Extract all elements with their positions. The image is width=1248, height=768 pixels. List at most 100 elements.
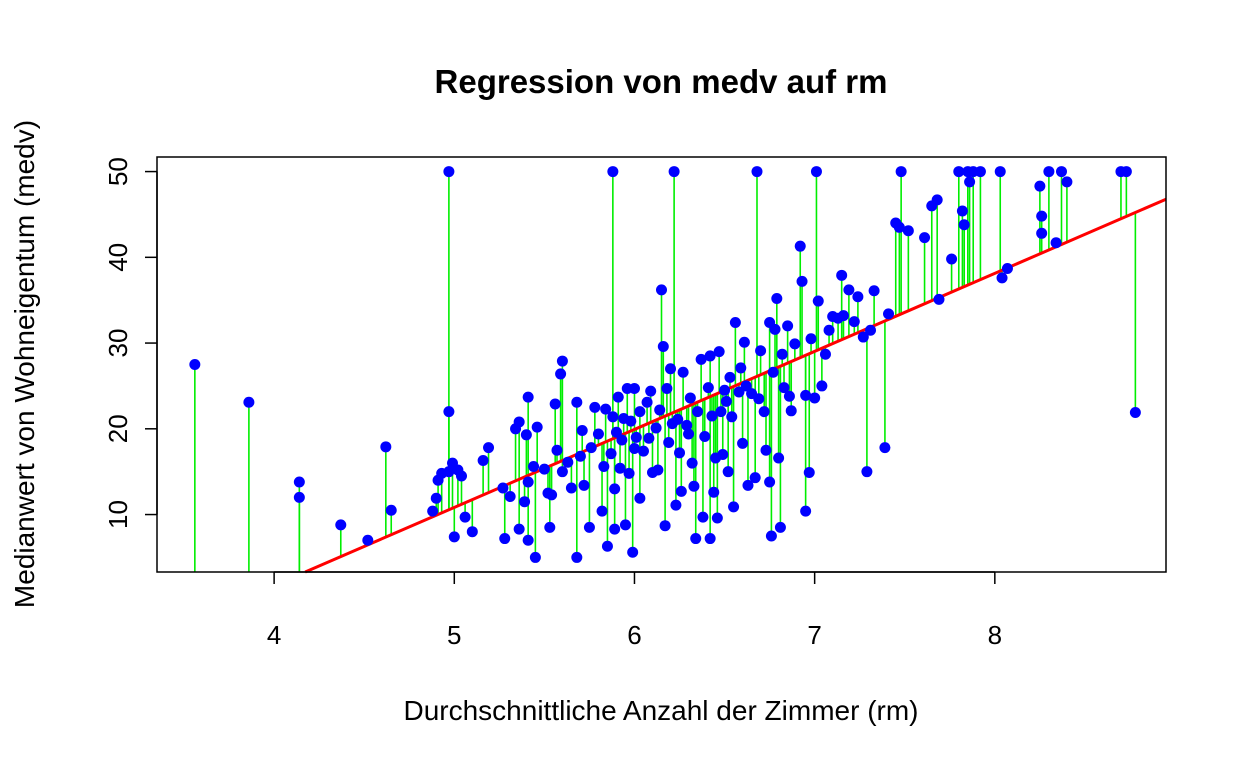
data-point-118 [711, 512, 723, 524]
data-point-200 [1034, 180, 1046, 192]
data-point-191 [956, 205, 968, 217]
data-point-155 [789, 338, 801, 350]
data-point-20 [466, 526, 478, 538]
data-point-63 [607, 411, 619, 423]
data-point-126 [726, 411, 738, 423]
data-point-83 [643, 432, 655, 444]
data-point-45 [556, 466, 568, 478]
data-point-93 [663, 437, 675, 449]
data-point-108 [692, 406, 704, 418]
data-point-61 [605, 448, 617, 460]
data-point-13 [443, 406, 455, 418]
data-point-1 [243, 396, 255, 408]
data-point-194 [964, 176, 976, 188]
data-point-177 [865, 324, 877, 336]
data-point-21 [477, 455, 489, 467]
y-tick-label-20: 20 [103, 414, 133, 443]
data-point-24 [499, 533, 511, 545]
data-point-173 [848, 316, 860, 328]
data-point-104 [684, 392, 696, 404]
data-point-56 [592, 428, 604, 440]
x-tick-label-7: 7 [807, 620, 821, 650]
data-point-16 [448, 531, 460, 543]
data-point-29 [519, 496, 531, 508]
data-point-152 [782, 320, 794, 332]
data-point-77 [628, 383, 640, 395]
data-point-165 [816, 380, 828, 392]
data-point-78 [630, 431, 642, 443]
data-point-132 [738, 336, 750, 348]
data-point-82 [641, 396, 653, 408]
y-tick-label-40: 40 [103, 243, 133, 272]
data-point-170 [836, 269, 848, 281]
data-point-81 [637, 445, 649, 457]
data-point-33 [522, 534, 534, 546]
data-point-137 [751, 166, 763, 178]
y-tick-label-30: 30 [103, 329, 133, 358]
chart-title: Regression von medv auf rm [435, 63, 888, 100]
data-point-189 [946, 253, 958, 265]
data-point-88 [654, 404, 666, 416]
data-point-5 [362, 534, 374, 546]
data-point-105 [686, 457, 698, 469]
data-point-183 [895, 166, 907, 178]
data-point-115 [706, 410, 718, 422]
data-point-128 [729, 316, 741, 328]
data-point-102 [681, 419, 693, 431]
data-point-44 [556, 355, 568, 367]
x-tick-label-4: 4 [267, 620, 281, 650]
data-point-19 [459, 511, 471, 523]
data-point-206 [1061, 176, 1073, 188]
data-point-52 [578, 479, 590, 491]
data-point-75 [627, 546, 639, 558]
data-point-140 [758, 406, 770, 418]
data-point-176 [861, 466, 873, 478]
data-point-71 [619, 519, 631, 531]
data-point-100 [675, 485, 687, 497]
data-point-208 [1120, 166, 1132, 178]
data-point-178 [868, 285, 880, 297]
data-point-74 [625, 415, 637, 427]
data-point-30 [520, 429, 532, 441]
data-point-90 [657, 340, 669, 352]
data-point-53 [583, 521, 595, 533]
data-point-96 [668, 166, 680, 178]
data-point-94 [665, 363, 677, 375]
data-point-55 [589, 401, 601, 413]
data-point-198 [996, 272, 1008, 284]
data-point-6 [380, 441, 392, 453]
data-point-2 [293, 476, 305, 488]
data-point-23 [497, 482, 509, 494]
data-point-127 [728, 501, 740, 513]
data-points [189, 166, 1141, 563]
data-point-110 [697, 511, 709, 523]
data-point-47 [565, 482, 577, 494]
data-point-196 [974, 166, 986, 178]
data-point-145 [767, 366, 779, 378]
data-point-180 [883, 308, 895, 320]
data-point-14 [443, 466, 455, 478]
data-point-182 [893, 221, 905, 233]
data-point-147 [771, 292, 783, 304]
data-point-174 [852, 291, 864, 303]
data-point-113 [704, 350, 716, 362]
residual-lines [194, 171, 1137, 572]
data-point-166 [819, 348, 831, 360]
data-point-50 [574, 450, 586, 462]
data-point-114 [704, 533, 716, 545]
data-point-161 [805, 333, 817, 345]
data-point-69 [616, 434, 628, 446]
data-point-12 [443, 166, 455, 178]
data-point-138 [753, 393, 765, 405]
data-point-49 [571, 551, 583, 563]
data-point-201 [1036, 210, 1048, 222]
data-point-159 [800, 505, 812, 517]
x-tick-label-5: 5 [447, 620, 461, 650]
data-point-34 [528, 461, 540, 473]
data-point-136 [749, 472, 761, 484]
data-point-187 [931, 194, 943, 206]
data-point-79 [634, 492, 646, 504]
data-point-172 [843, 284, 855, 296]
data-point-67 [612, 391, 624, 403]
data-point-8 [427, 505, 439, 517]
